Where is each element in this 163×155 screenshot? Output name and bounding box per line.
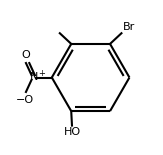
Text: +: + xyxy=(39,69,45,78)
Text: HO: HO xyxy=(64,127,81,137)
Text: O: O xyxy=(21,50,30,60)
Text: −O: −O xyxy=(15,95,33,105)
Text: Br: Br xyxy=(123,22,136,32)
Text: N: N xyxy=(30,72,38,82)
